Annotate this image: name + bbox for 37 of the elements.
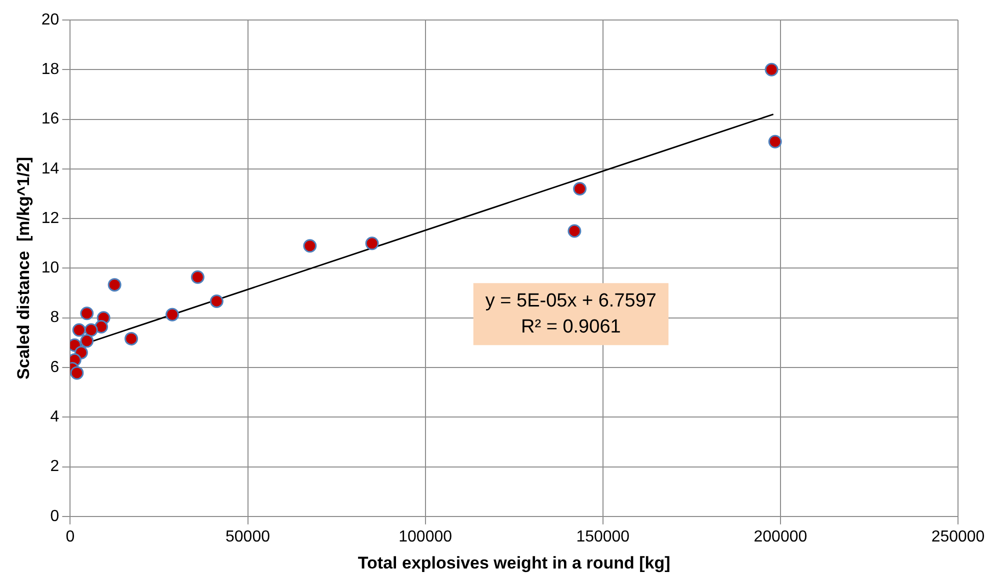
y-tick-label: 12: [41, 210, 60, 227]
annotation: y = 5E-05x + 6.7597: [485, 290, 656, 312]
y-tick-label: 4: [50, 408, 60, 426]
y-tick-label: 16: [41, 110, 60, 128]
x-tick-label: 150000: [576, 528, 630, 546]
y-tick-label: 20: [41, 11, 60, 28]
x-tick-label: 200000: [754, 528, 808, 546]
x-tick-label: 0: [66, 528, 75, 546]
point: [80, 334, 94, 348]
point: [190, 270, 204, 284]
point: [124, 332, 138, 346]
x-tick-label: 250000: [931, 528, 985, 546]
y-tick-label: 2: [50, 458, 60, 476]
annotation: R² = 0.9061: [521, 316, 621, 338]
point: [80, 306, 94, 320]
y-tick-label: 6: [50, 358, 60, 376]
point: [365, 236, 379, 250]
point: [768, 134, 782, 148]
point: [166, 308, 180, 322]
point: [573, 182, 587, 196]
y-axis-title: Scaled distance [m/kg^1/2]: [14, 156, 33, 380]
y-tick-label: 8: [50, 309, 60, 326]
x-tick-label: 100000: [398, 528, 452, 546]
point: [303, 239, 317, 253]
x-axis-title: Total explosives weight in a round [kg]: [358, 553, 670, 572]
y-tick-label: 14: [41, 160, 60, 178]
y-tick-label: 10: [41, 260, 60, 277]
y-tick-label: 0: [50, 508, 60, 525]
point: [84, 323, 98, 337]
point: [764, 62, 778, 76]
point: [210, 294, 224, 308]
point: [108, 278, 122, 292]
x-tick-label: 50000: [226, 528, 270, 546]
point: [70, 366, 84, 380]
point: [568, 224, 582, 238]
y-tick-label: 18: [41, 61, 60, 78]
point: [72, 323, 86, 337]
